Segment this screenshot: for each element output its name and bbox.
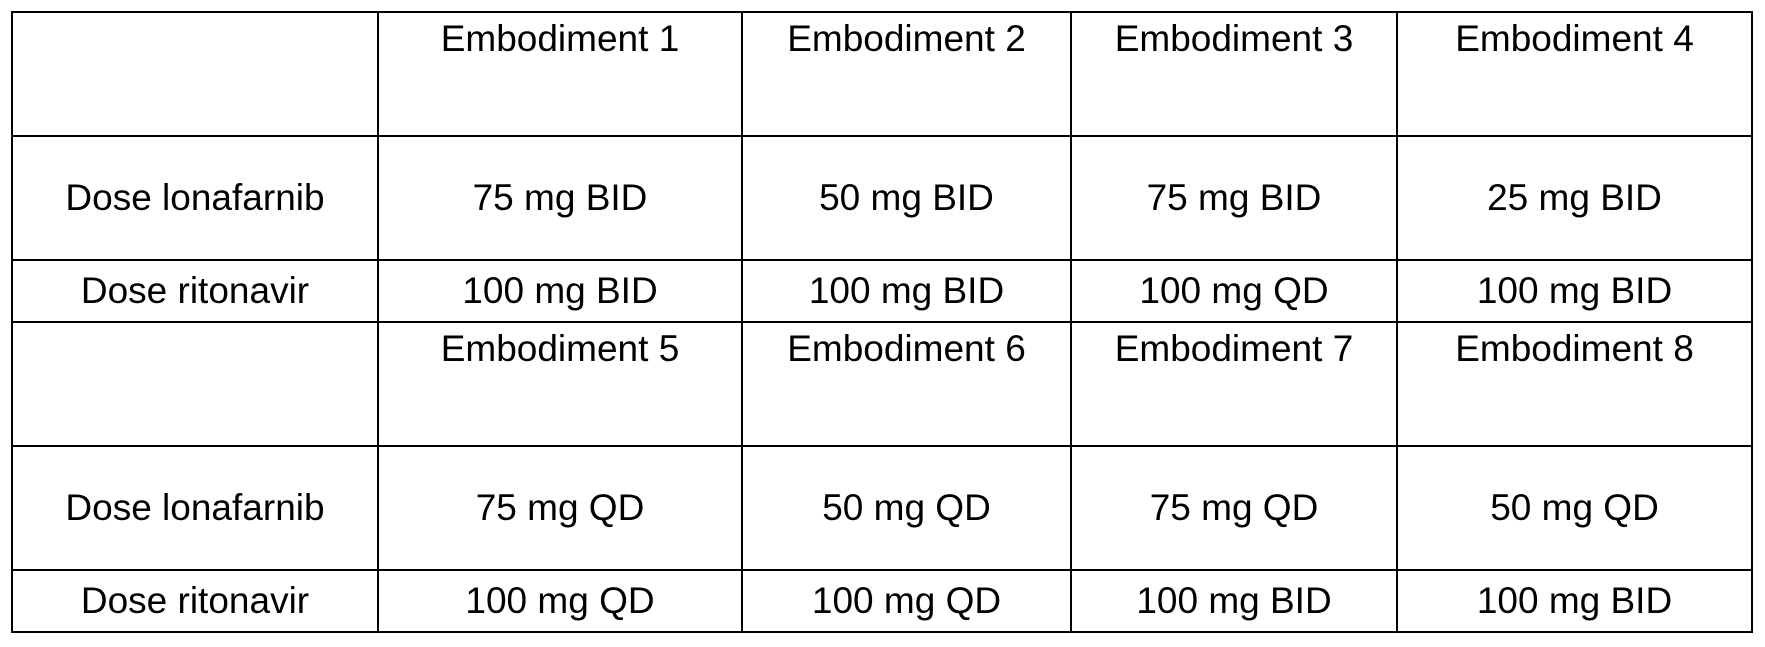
data-row: Dose lonafarnib75 mg BID50 mg BID75 mg B… — [12, 136, 1752, 260]
data-cell: 100 mg QD — [1071, 260, 1397, 322]
row-label: Dose ritonavir — [12, 260, 378, 322]
data-cell: 100 mg BID — [1397, 570, 1752, 632]
data-cell: 75 mg QD — [378, 446, 742, 570]
data-cell: 25 mg BID — [1397, 136, 1752, 260]
header-cell: Embodiment 5 — [378, 322, 742, 446]
data-cell: 75 mg QD — [1071, 446, 1397, 570]
data-cell: 75 mg BID — [1071, 136, 1397, 260]
data-cell: 100 mg BID — [1397, 260, 1752, 322]
data-cell: 75 mg BID — [378, 136, 742, 260]
header-cell: Embodiment 1 — [378, 12, 742, 136]
header-cell: Embodiment 2 — [742, 12, 1071, 136]
data-cell: 50 mg QD — [742, 446, 1071, 570]
document: Embodiment 1Embodiment 2Embodiment 3Embo… — [11, 11, 1753, 633]
embodiment-table: Embodiment 1Embodiment 2Embodiment 3Embo… — [11, 11, 1753, 633]
header-row: Embodiment 1Embodiment 2Embodiment 3Embo… — [12, 12, 1752, 136]
header-row: Embodiment 5Embodiment 6Embodiment 7Embo… — [12, 322, 1752, 446]
data-row: Dose ritonavir100 mg BID100 mg BID100 mg… — [12, 260, 1752, 322]
row-label: Dose lonafarnib — [12, 446, 378, 570]
row-label: Dose lonafarnib — [12, 136, 378, 260]
data-cell: 50 mg QD — [1397, 446, 1752, 570]
header-cell: Embodiment 6 — [742, 322, 1071, 446]
data-cell: 100 mg BID — [1071, 570, 1397, 632]
header-cell: Embodiment 7 — [1071, 322, 1397, 446]
data-row: Dose lonafarnib75 mg QD50 mg QD75 mg QD5… — [12, 446, 1752, 570]
data-cell: 100 mg BID — [378, 260, 742, 322]
header-cell: Embodiment 3 — [1071, 12, 1397, 136]
data-cell: 100 mg QD — [378, 570, 742, 632]
header-cell: Embodiment 8 — [1397, 322, 1752, 446]
data-row: Dose ritonavir100 mg QD100 mg QD100 mg B… — [12, 570, 1752, 632]
row-label: Dose ritonavir — [12, 570, 378, 632]
data-cell: 100 mg QD — [742, 570, 1071, 632]
data-cell: 50 mg BID — [742, 136, 1071, 260]
data-cell: 100 mg BID — [742, 260, 1071, 322]
header-cell: Embodiment 4 — [1397, 12, 1752, 136]
corner-cell — [12, 322, 378, 446]
corner-cell — [12, 12, 378, 136]
